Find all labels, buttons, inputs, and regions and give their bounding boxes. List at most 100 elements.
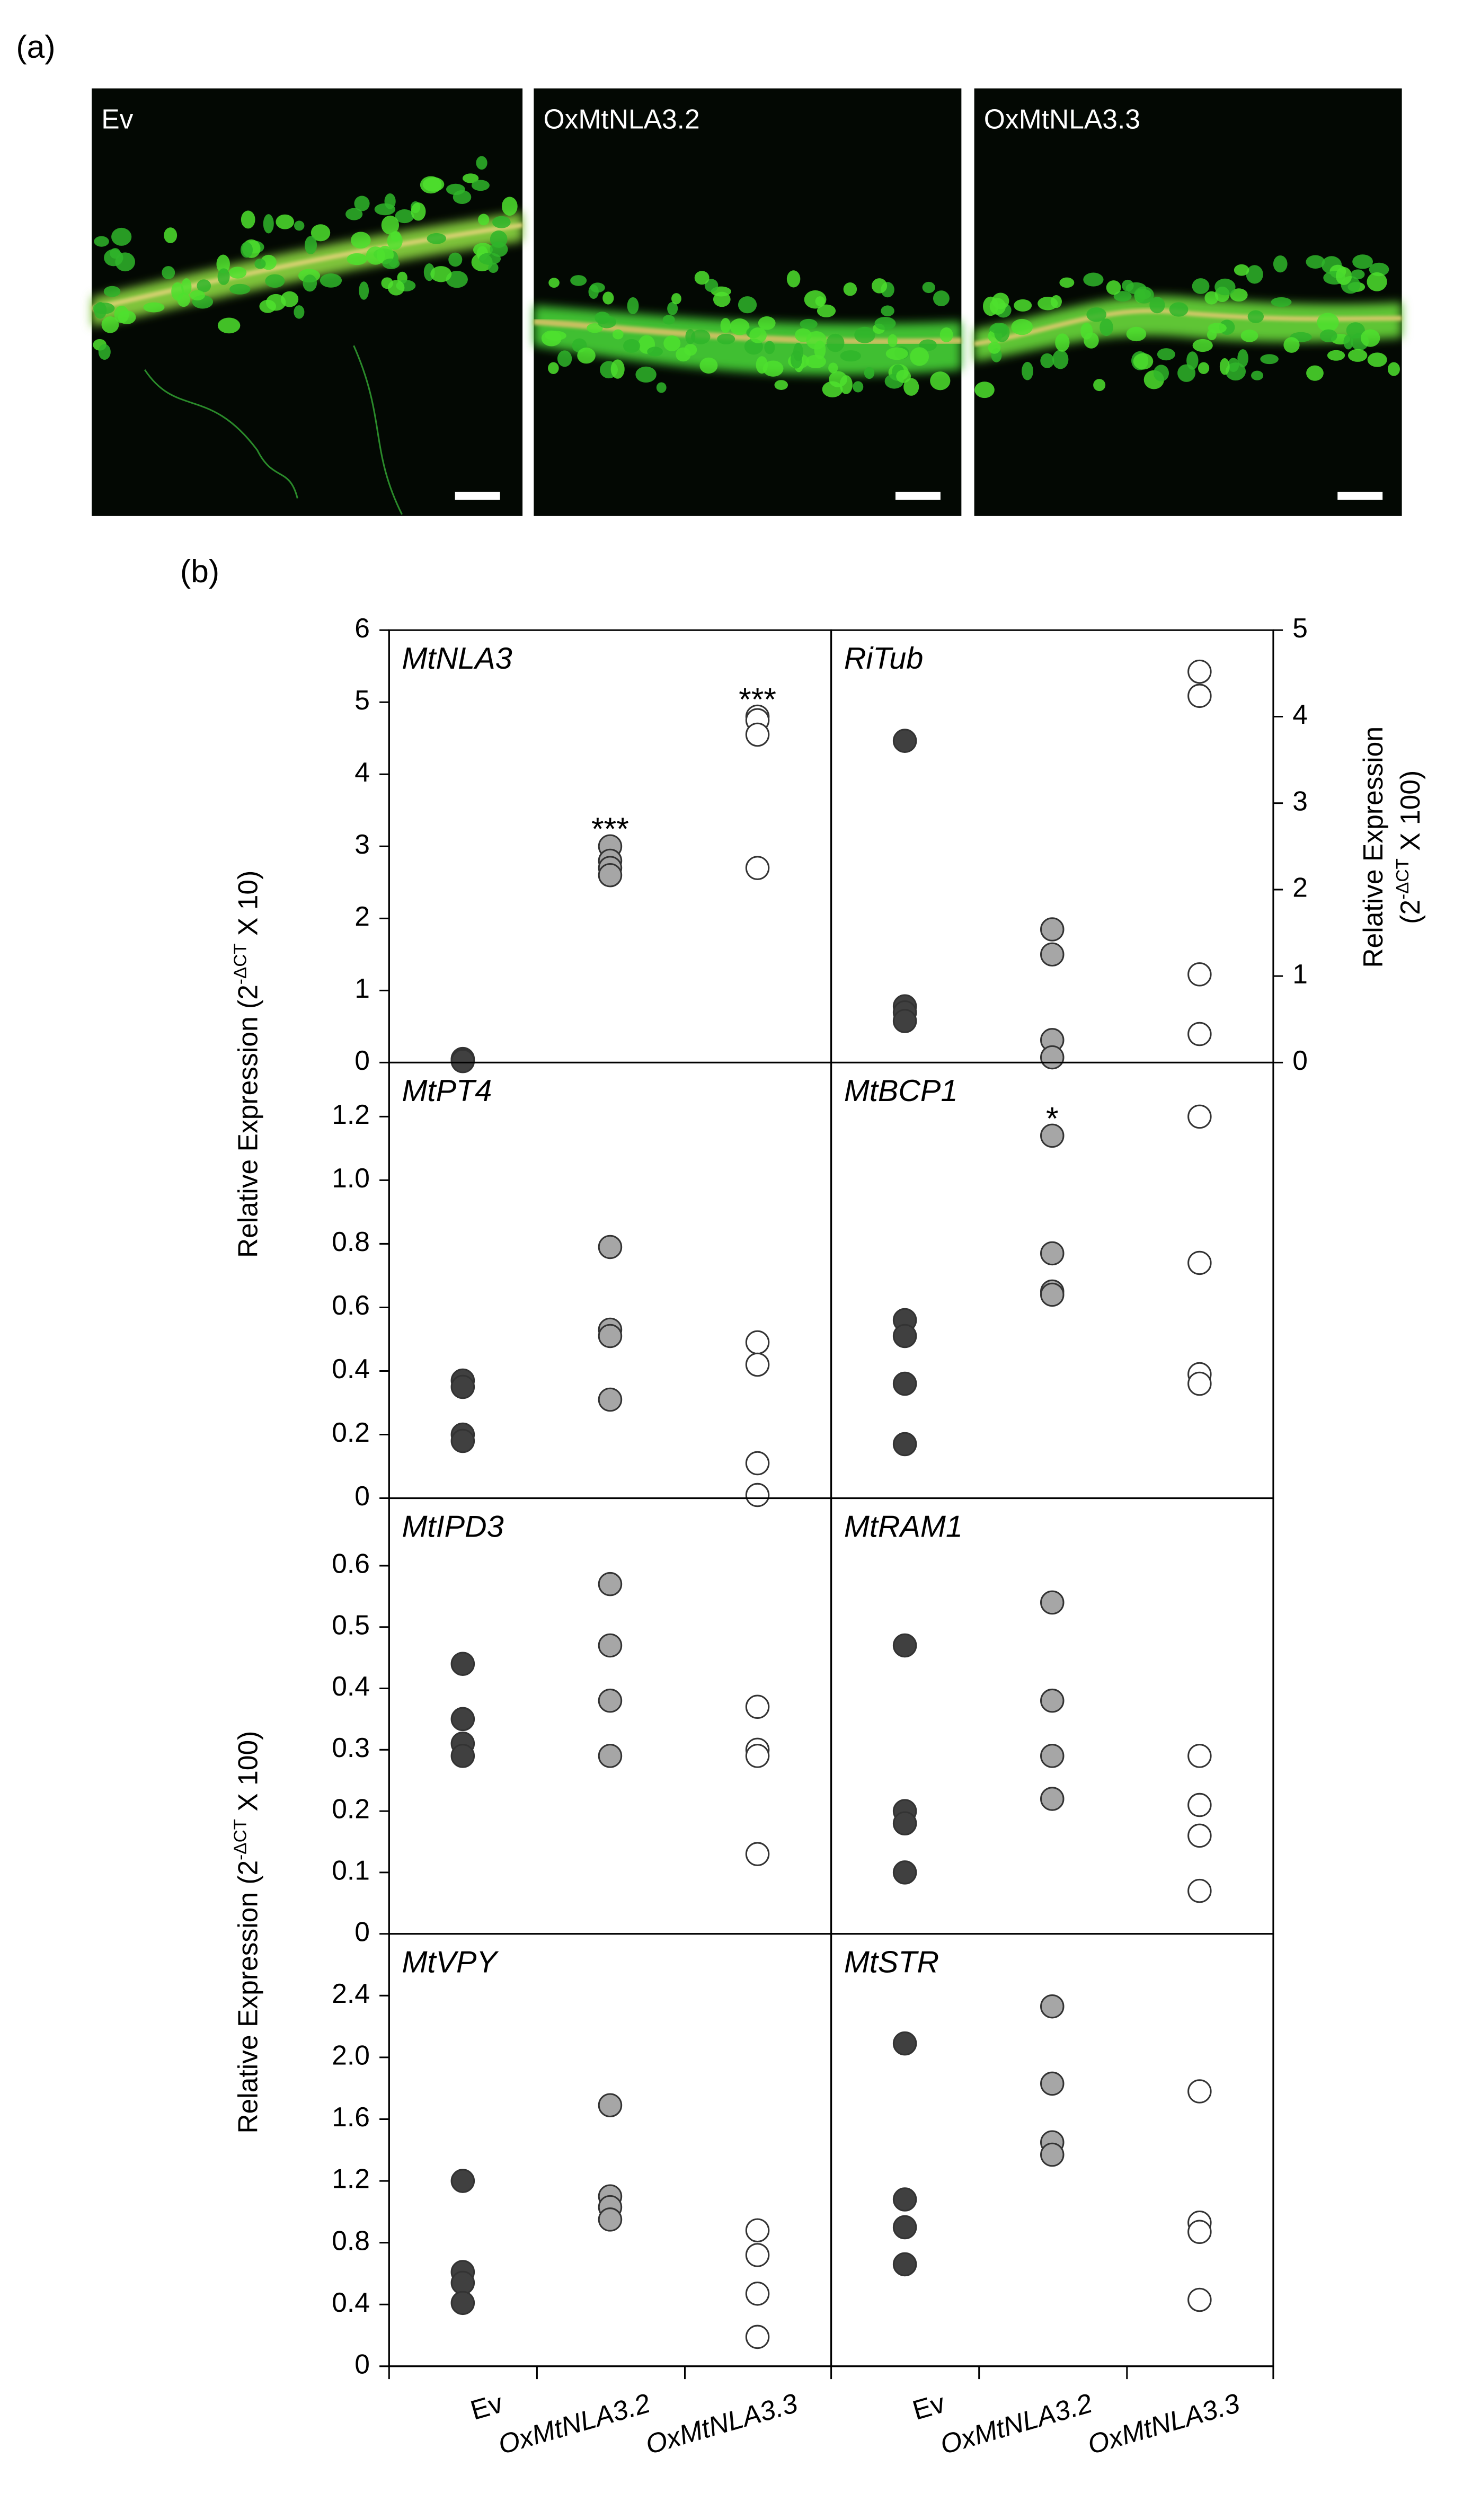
arbuscule <box>627 297 639 315</box>
x-tick-label: Ev <box>909 2388 948 2426</box>
arbuscule <box>229 283 251 295</box>
arbuscule <box>793 342 803 362</box>
data-point <box>598 1744 623 1768</box>
arbuscule <box>577 347 596 364</box>
y-tick-label: 0 <box>354 1916 370 1947</box>
data-point <box>892 1009 917 1033</box>
arbuscule <box>217 317 241 334</box>
arbuscule <box>758 316 776 330</box>
arbuscule <box>840 350 862 362</box>
arbuscule <box>774 380 788 391</box>
arbuscule <box>294 220 305 231</box>
arbuscule <box>805 354 826 369</box>
arbuscule <box>118 310 136 324</box>
arbuscule <box>98 344 111 360</box>
arbuscule <box>492 216 511 228</box>
data-point <box>450 2270 475 2295</box>
y-tick-label: 0.2 <box>332 1794 370 1824</box>
arbuscule <box>1208 323 1227 334</box>
panel-title: MtBCP1 <box>844 1074 958 1108</box>
data-point <box>450 1049 475 1073</box>
data-point <box>745 1744 770 1768</box>
arbuscule <box>1351 269 1365 280</box>
arbuscule <box>276 214 294 229</box>
data-point <box>450 1744 475 1768</box>
significance: *** <box>591 811 629 847</box>
micrographs: Ev OxMtNLA3.2 OxMtNLA3.3 <box>91 88 1402 516</box>
data-point <box>598 863 623 888</box>
data-point <box>892 2252 917 2277</box>
arbuscule <box>1360 329 1380 347</box>
arbuscule <box>602 291 614 305</box>
arbuscule <box>988 341 1001 354</box>
arbuscule <box>548 278 560 288</box>
arbuscule <box>422 177 445 192</box>
arbuscule <box>501 197 518 216</box>
y-tick-label: 0.6 <box>332 1290 370 1320</box>
y2-tick-label: 2 <box>1292 872 1308 903</box>
data-point <box>598 2093 623 2117</box>
arbuscule <box>1387 362 1400 376</box>
arbuscule <box>1367 352 1387 367</box>
data-point <box>598 1572 623 1596</box>
arbuscule <box>595 312 610 324</box>
arbuscule <box>1192 339 1213 352</box>
arbuscule <box>545 331 566 341</box>
panel-title: RiTub <box>844 642 923 676</box>
arbuscule <box>1219 358 1230 375</box>
arbuscule <box>1234 264 1249 276</box>
arbuscule <box>1106 280 1121 295</box>
data-point <box>450 2169 475 2193</box>
arbuscule <box>839 375 853 394</box>
arbuscule <box>1204 291 1219 305</box>
data-point <box>892 2187 917 2212</box>
data-point <box>892 1811 917 1836</box>
y2-tick-label: 0 <box>1292 1045 1308 1076</box>
arbuscule <box>1052 350 1069 369</box>
arbuscule <box>843 282 857 296</box>
x-tick-label: OxMtNLA3.3 <box>1084 2387 1243 2460</box>
arbuscule <box>1306 365 1324 381</box>
arbuscule <box>1352 254 1373 269</box>
arbuscule <box>427 233 446 244</box>
y-tick-label: 0.1 <box>332 1855 370 1886</box>
arbuscule <box>1367 272 1387 291</box>
arbuscule <box>1134 286 1154 304</box>
arbuscule <box>910 347 929 366</box>
panel-title: MtPT4 <box>402 1074 492 1108</box>
arbuscule <box>885 347 908 360</box>
data-point <box>745 1842 770 1866</box>
data-point <box>1187 1878 1212 1903</box>
data-point <box>745 2324 770 2349</box>
arbuscule <box>354 196 370 211</box>
arbuscule <box>623 339 641 353</box>
arbuscule <box>103 286 121 297</box>
panel-title: MtNLA3 <box>402 642 512 676</box>
y-tick-label: 2.0 <box>332 2040 370 2071</box>
data-point <box>598 2207 623 2232</box>
arbuscule <box>1086 307 1106 322</box>
y-tick-label: 1.6 <box>332 2101 370 2132</box>
arbuscule <box>143 302 165 313</box>
y-tick-label: 1.2 <box>332 1099 370 1130</box>
image-label: Ev <box>101 104 133 135</box>
arbuscule <box>939 327 953 342</box>
arbuscule <box>720 318 731 333</box>
x-tick-label: OxMtNLA3.3 <box>642 2387 801 2460</box>
significance: * <box>1046 1100 1059 1136</box>
y-tick-label: 3 <box>354 829 370 859</box>
arbuscule <box>694 271 710 285</box>
arbuscule <box>347 253 367 265</box>
arbuscule <box>1040 353 1054 368</box>
arbuscule <box>1317 313 1339 332</box>
data-point <box>1187 659 1212 684</box>
data-point <box>1187 2079 1212 2104</box>
arbuscule <box>181 278 192 296</box>
arbuscule <box>381 215 400 235</box>
data-point <box>892 1860 917 1885</box>
panel-title: MtVPY <box>402 1946 499 1980</box>
arbuscule <box>1260 354 1279 365</box>
data-point <box>745 1483 770 1507</box>
arbuscule <box>557 350 572 367</box>
data-point <box>1040 1590 1065 1615</box>
